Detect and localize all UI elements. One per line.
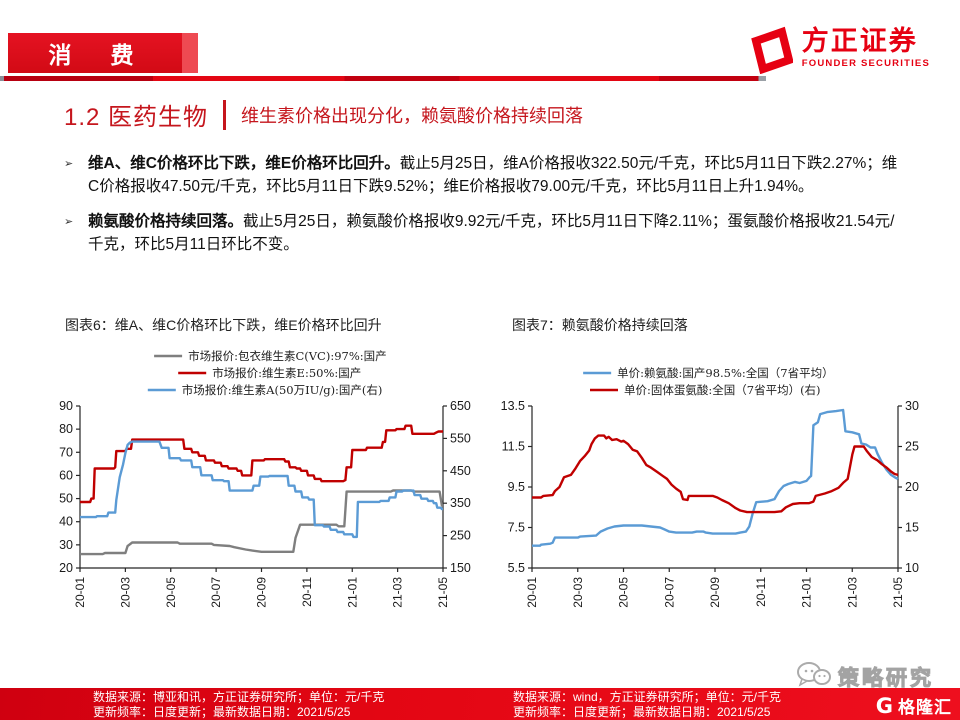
bullet-body: 截止5月25日，维A价格报收322.50元/千克，环比5月11日下跌2.27%；… <box>88 155 898 195</box>
svg-text:20: 20 <box>905 480 919 494</box>
svg-text:20-05: 20-05 <box>617 577 631 608</box>
svg-text:20-03: 20-03 <box>571 577 585 608</box>
bullet-lead: 赖氨酸价格持续回落。 <box>88 213 244 230</box>
bullet-arrow-icon: ➢ <box>64 158 74 170</box>
svg-text:25: 25 <box>905 440 919 454</box>
bullet-body: 截止5月25日，赖氨酸价格报收9.92元/千克，环比5月11日下降2.11%；蛋… <box>88 213 895 253</box>
svg-text:20: 20 <box>59 561 73 575</box>
svg-text:150: 150 <box>450 561 471 575</box>
header-divider-rule <box>0 76 766 81</box>
svg-text:5.5: 5.5 <box>508 561 525 575</box>
legend: 单价:赖氨酸:国产98.5%:全国（7省平均） 单价:固体蛋氨酸:全国（7省平均）… <box>583 366 834 397</box>
svg-text:20-09: 20-09 <box>708 577 722 608</box>
svg-text:550: 550 <box>450 431 471 445</box>
svg-text:单价:赖氨酸:国产98.5%:全国（7省平均）: 单价:赖氨酸:国产98.5%:全国（7省平均） <box>617 366 833 380</box>
company-logo-text: 方正证券 FOUNDER SECURITIES <box>802 26 930 69</box>
svg-text:20-09: 20-09 <box>255 577 269 608</box>
footer-right-update: 更新频率：日度更新；最新数据日期：2021/5/25 <box>513 705 771 719</box>
svg-text:单价:固体蛋氨酸:全国（7省平均）(右): 单价:固体蛋氨酸:全国（7省平均）(右) <box>624 383 821 397</box>
svg-text:21-05: 21-05 <box>891 577 905 608</box>
svg-text:7.5: 7.5 <box>508 521 525 535</box>
legend: 市场报价:包衣维生素C(VC):97%:国产市场报价:维生素E:50%:国产市场… <box>147 349 387 397</box>
company-name-en: FOUNDER SECURITIES <box>801 58 930 69</box>
strategy-watermark: 策略研究 <box>796 661 934 693</box>
footer-left-source: 数据来源：博亚和讯，方正证券研究所；单位：元/千克 <box>93 690 385 704</box>
page-title-subtitle: 维生素价格出现分化，赖氨酸价格持续回落 <box>241 105 584 126</box>
series-line-0 <box>532 408 899 547</box>
page-title-number: 1.2 医药生物 <box>64 104 209 131</box>
bullet-item: ➢ 维A、维C价格环比下跌，维E价格环比回升。截止5月25日，维A价格报收322… <box>64 153 902 198</box>
bullet-text: 赖氨酸价格持续回落。截止5月25日，赖氨酸价格报收9.92元/千克，环比5月11… <box>88 211 902 256</box>
svg-text:15: 15 <box>905 521 919 535</box>
wechat-bubbles-icon <box>796 661 832 693</box>
svg-text:20-01: 20-01 <box>525 577 539 608</box>
svg-text:20-03: 20-03 <box>118 577 132 608</box>
svg-text:450: 450 <box>450 464 471 478</box>
svg-text:90: 90 <box>59 399 73 413</box>
bullet-lead: 维A、维C价格环比下跌，维E价格环比回升。 <box>88 155 400 172</box>
gelonghui-g-icon: G <box>875 693 894 718</box>
company-name-cn: 方正证券 <box>801 26 918 56</box>
svg-text:11.5: 11.5 <box>502 440 525 454</box>
svg-text:市场报价:维生素A(50万IU/g):国产(右): 市场报价:维生素A(50万IU/g):国产(右) <box>182 383 383 397</box>
svg-text:21-01: 21-01 <box>345 577 359 608</box>
svg-text:市场报价:维生素E:50%:国产: 市场报价:维生素E:50%:国产 <box>212 366 361 380</box>
footer-bar: 数据来源：博亚和讯，方正证券研究所；单位：元/千克 更新频率：日度更新；最新数据… <box>0 688 960 720</box>
svg-text:20-07: 20-07 <box>662 577 676 608</box>
svg-text:80: 80 <box>59 422 73 436</box>
footer-right-source: 数据来源：wind，方正证券研究所；单位：元/千克 <box>513 690 782 704</box>
figure6-caption: 图表6：维A、维C价格环比下跌，维E价格环比回升 <box>65 317 382 333</box>
page-title: 1.2 医药生物 维生素价格出现分化，赖氨酸价格持续回落 <box>64 97 583 132</box>
title-divider <box>223 99 227 130</box>
section-label: 消 费 <box>48 42 142 68</box>
svg-text:30: 30 <box>905 399 919 413</box>
series-line-1 <box>532 434 899 514</box>
bullet-item: ➢ 赖氨酸价格持续回落。截止5月25日，赖氨酸价格报收9.92元/千克，环比5月… <box>64 211 902 256</box>
svg-text:9.5: 9.5 <box>508 480 525 494</box>
svg-text:350: 350 <box>450 496 471 510</box>
svg-text:13.5: 13.5 <box>501 399 525 413</box>
series-line-1 <box>80 424 443 504</box>
svg-text:50: 50 <box>59 492 73 506</box>
svg-text:30: 30 <box>59 538 73 552</box>
figure6-line-chart: 市场报价:包衣维生素C(VC):97%:国产市场报价:维生素E:50%:国产市场… <box>59 349 471 608</box>
svg-text:650: 650 <box>450 399 471 413</box>
svg-text:21-05: 21-05 <box>436 577 450 608</box>
axes: 20 30 40 50 60 70 80 90 150 250 350 450 550 650 20-01 2… <box>59 399 471 608</box>
svg-text:21-03: 21-03 <box>845 577 859 608</box>
svg-text:20-05: 20-05 <box>164 577 178 608</box>
figure7-caption: 图表7：赖氨酸价格持续回落 <box>512 317 688 333</box>
founder-cube-icon <box>749 26 794 79</box>
svg-text:21-01: 21-01 <box>800 577 814 608</box>
footer-left-update: 更新频率：日度更新；最新数据日期：2021/5/25 <box>93 705 351 719</box>
bullet-list: ➢ 维A、维C价格环比下跌，维E价格环比回升。截止5月25日，维A价格报收322… <box>64 153 902 269</box>
svg-text:20-01: 20-01 <box>73 577 87 608</box>
svg-text:21-03: 21-03 <box>391 577 405 608</box>
svg-text:20-11: 20-11 <box>300 577 314 607</box>
footer-right: 数据来源：wind，方正证券研究所；单位：元/千克 更新频率：日度更新；最新数据… <box>513 690 781 720</box>
footer-left: 数据来源：博亚和讯，方正证券研究所；单位：元/千克 更新频率：日度更新；最新数据… <box>93 690 384 720</box>
bullet-text: 维A、维C价格环比下跌，维E价格环比回升。截止5月25日，维A价格报收322.5… <box>88 153 902 198</box>
svg-text:250: 250 <box>450 529 471 543</box>
svg-text:市场报价:包衣维生素C(VC):97%:国产: 市场报价:包衣维生素C(VC):97%:国产 <box>188 349 387 363</box>
svg-text:10: 10 <box>905 561 919 575</box>
axes: 5.5 7.5 9.5 11.5 13.5 10 15 20 25 30 20-01 20-03 20-… <box>501 399 919 608</box>
svg-text:40: 40 <box>59 515 73 529</box>
figure7-line-chart: 单价:赖氨酸:国产98.5%:全国（7省平均） 单价:固体蛋氨酸:全国（7省平均）… <box>501 366 919 608</box>
svg-text:20-07: 20-07 <box>209 577 223 608</box>
section-label-box: 消 费 <box>8 33 198 73</box>
svg-text:20-11: 20-11 <box>754 577 768 607</box>
company-logo: 方正证券 FOUNDER SECURITIES <box>749 26 930 79</box>
watermark-text: 策略研究 <box>838 667 934 691</box>
series-line-2 <box>80 440 444 539</box>
svg-text:60: 60 <box>59 468 73 482</box>
bullet-arrow-icon: ➢ <box>64 216 74 228</box>
gelonghui-logo-text: 格隆汇 <box>898 698 952 717</box>
svg-text:70: 70 <box>59 445 73 459</box>
gelonghui-logo: G 格隆汇 <box>876 693 952 718</box>
